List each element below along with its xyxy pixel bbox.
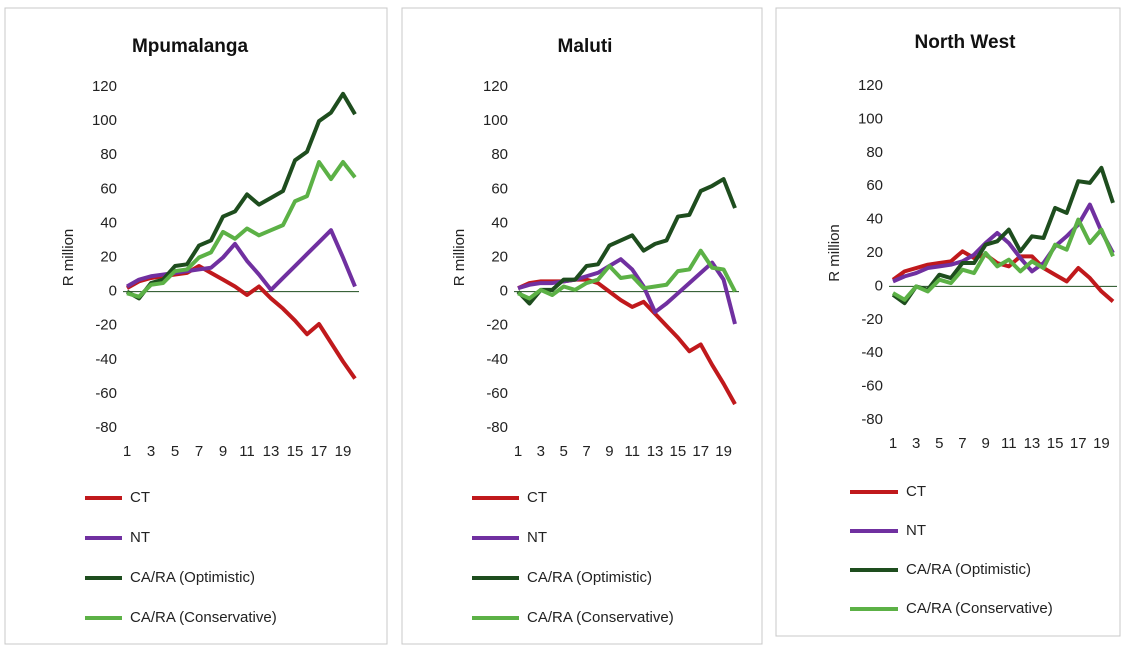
panel-border (775, 7, 1121, 637)
legend-label: NT (130, 529, 150, 546)
series-line (126, 91, 357, 301)
y-axis-label: R million (826, 224, 843, 282)
series-line (126, 228, 357, 292)
x-tick-label: 7 (958, 435, 966, 452)
x-tick-label: 1 (514, 443, 522, 460)
legend-label: CA/RA (Conservative) (130, 609, 277, 626)
x-tick-label: 5 (171, 443, 179, 460)
x-tick-label: 7 (195, 443, 203, 460)
y-tick-label: 60 (491, 180, 508, 197)
x-tick-label: 5 (935, 435, 943, 452)
chart-title: Maluti (558, 36, 613, 57)
x-tick-label: 1 (889, 435, 897, 452)
legend-label: CT (130, 489, 150, 506)
series-line (517, 277, 737, 406)
y-tick-label: 100 (483, 112, 508, 129)
legend-label: CA/RA (Conservative) (527, 609, 674, 626)
y-tick-label: 120 (92, 78, 117, 95)
y-tick-label: 0 (500, 283, 508, 300)
y-tick-label: 120 (858, 77, 883, 94)
x-tick-label: 13 (647, 443, 664, 460)
x-tick-label: 9 (981, 435, 989, 452)
x-tick-label: 3 (912, 435, 920, 452)
x-tick-label: 13 (263, 443, 280, 460)
legend-label: NT (906, 522, 926, 539)
x-tick-label: 15 (670, 443, 687, 460)
y-tick-label: 80 (491, 146, 508, 163)
x-tick-label: 9 (219, 443, 227, 460)
legend-label: CA/RA (Optimistic) (906, 561, 1031, 578)
x-tick-label: 17 (311, 443, 328, 460)
legend-label: CA/RA (Optimistic) (527, 569, 652, 586)
series-line (126, 160, 357, 299)
legend-label: NT (527, 529, 547, 546)
series-line (891, 165, 1115, 306)
legend-label: CT (906, 483, 926, 500)
y-tick-label: 40 (100, 214, 117, 231)
chart-title: North West (915, 32, 1017, 53)
y-tick-label: 60 (866, 177, 883, 194)
y-tick-label: 40 (866, 211, 883, 228)
x-tick-label: 19 (335, 443, 352, 460)
series-line (891, 249, 1115, 303)
y-tick-label: 20 (491, 248, 508, 265)
y-tick-label: -60 (95, 385, 117, 402)
y-tick-label: -80 (95, 419, 117, 436)
y-tick-label: 80 (866, 144, 883, 161)
x-tick-label: 5 (560, 443, 568, 460)
y-tick-label: 20 (100, 248, 117, 265)
legend-label: CA/RA (Conservative) (906, 600, 1053, 617)
panel-border (401, 7, 763, 645)
series-line (517, 248, 737, 301)
x-tick-label: 15 (1047, 435, 1064, 452)
x-tick-label: 1 (123, 443, 131, 460)
y-tick-label: 0 (109, 283, 117, 300)
series-line (892, 217, 1115, 302)
y-axis-label: R million (60, 229, 77, 287)
y-tick-label: -60 (486, 385, 508, 402)
y-tick-label: -40 (861, 344, 883, 361)
y-tick-label: 100 (92, 112, 117, 129)
x-tick-label: 11 (624, 443, 640, 460)
chart-title: Mpumalanga (132, 36, 249, 57)
x-tick-label: 3 (147, 443, 155, 460)
y-tick-label: -80 (486, 419, 508, 436)
x-tick-label: 11 (239, 443, 255, 460)
x-tick-label: 9 (605, 443, 613, 460)
y-tick-label: 60 (100, 180, 117, 197)
y-tick-label: -60 (861, 378, 883, 395)
legend-label: CA/RA (Optimistic) (130, 569, 255, 586)
x-tick-label: 19 (1093, 435, 1110, 452)
x-tick-label: 13 (1024, 435, 1041, 452)
y-tick-label: -20 (486, 317, 508, 334)
y-tick-label: -20 (95, 317, 117, 334)
x-tick-label: 15 (287, 443, 304, 460)
series-line (517, 257, 737, 325)
y-tick-label: 20 (866, 244, 883, 261)
y-tick-label: -20 (861, 311, 883, 328)
y-tick-label: -40 (95, 351, 117, 368)
x-tick-label: 17 (692, 443, 709, 460)
y-tick-label: 100 (858, 110, 883, 127)
y-axis-label: R million (451, 229, 468, 287)
y-tick-label: 120 (483, 78, 508, 95)
x-tick-label: 19 (715, 443, 732, 460)
y-tick-label: 0 (875, 277, 883, 294)
x-tick-label: 3 (537, 443, 545, 460)
y-tick-label: 80 (100, 146, 117, 163)
y-tick-label: -40 (486, 351, 508, 368)
y-tick-label: -80 (861, 411, 883, 428)
y-tick-label: 40 (491, 214, 508, 231)
x-tick-label: 11 (1001, 435, 1017, 452)
series-line (516, 177, 737, 306)
x-tick-label: 17 (1070, 435, 1087, 452)
panel-border (4, 7, 388, 645)
x-tick-label: 7 (582, 443, 590, 460)
legend-label: CT (527, 489, 547, 506)
